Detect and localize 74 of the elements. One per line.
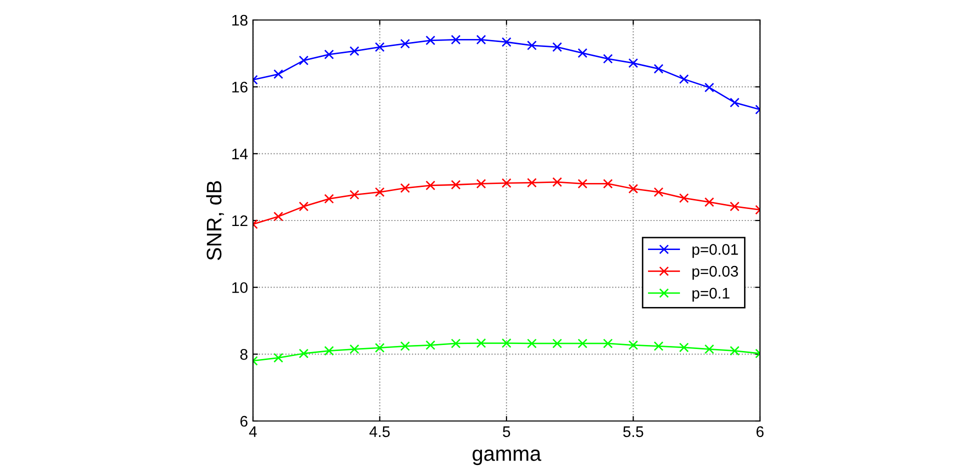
y-tick-label: 18: [232, 14, 248, 26]
point: [400, 38, 410, 49]
point: [654, 187, 664, 197]
point: [476, 34, 486, 45]
point: [679, 342, 689, 352]
y-tick-label: 16: [232, 82, 248, 93]
point: [628, 184, 638, 194]
y-tick-label: 12: [232, 215, 248, 226]
point: [730, 98, 740, 108]
point: [476, 338, 486, 348]
x-tick-label: 5.5: [623, 426, 644, 438]
point: [502, 37, 512, 47]
point: [273, 352, 284, 363]
point: [552, 177, 562, 187]
point: [679, 193, 689, 203]
point: [654, 64, 664, 74]
point: [476, 178, 486, 189]
point: [704, 344, 714, 354]
point: [400, 183, 410, 193]
point: [578, 338, 588, 348]
point: [273, 69, 284, 79]
y-axis-title: SNR, dB: [206, 181, 224, 260]
point: [324, 194, 334, 204]
x-tick-label: 4: [249, 426, 257, 437]
point: [526, 178, 537, 188]
y-tick-label: 10: [232, 282, 248, 294]
point: [350, 46, 360, 56]
point: [552, 42, 562, 52]
point: [552, 338, 562, 348]
point: [426, 340, 436, 350]
y-tick-label: 8: [240, 349, 248, 360]
point: [502, 178, 512, 188]
point: [730, 202, 740, 212]
point: [426, 36, 436, 46]
point: [679, 74, 689, 84]
point: [578, 178, 588, 189]
point: [603, 54, 613, 64]
point: [450, 180, 461, 190]
legend-label: p=0.03: [692, 266, 738, 280]
point: [350, 190, 360, 200]
legend-label: p=0.1: [692, 288, 730, 302]
point: [502, 338, 512, 348]
x-tick-label: 6: [756, 426, 764, 438]
y-tick-label: 6: [240, 416, 248, 427]
point: [730, 346, 740, 356]
point: [374, 342, 385, 353]
point: [628, 340, 638, 350]
y-tick-label: 14: [232, 148, 248, 160]
point: [526, 40, 537, 50]
point: [450, 34, 461, 45]
x-axis-title: gamma: [472, 450, 542, 466]
point: [704, 197, 714, 207]
point: [603, 338, 613, 348]
point: [350, 344, 360, 354]
point: [324, 50, 334, 60]
point: [628, 58, 638, 68]
point: [298, 56, 309, 66]
point: [450, 338, 461, 348]
point: [400, 341, 410, 352]
point: [298, 202, 309, 212]
point: [654, 341, 664, 352]
x-tick-label: 4.5: [369, 426, 390, 438]
x-tick-label: 5: [502, 426, 510, 438]
point: [273, 212, 284, 222]
point: [374, 187, 385, 197]
legend-label: p=0.01: [692, 244, 738, 258]
point: [426, 180, 436, 190]
point: [324, 346, 334, 356]
point: [526, 338, 537, 348]
point: [578, 48, 588, 58]
point: [298, 348, 309, 358]
point: [704, 82, 714, 92]
point: [374, 42, 385, 52]
point: [603, 178, 613, 189]
